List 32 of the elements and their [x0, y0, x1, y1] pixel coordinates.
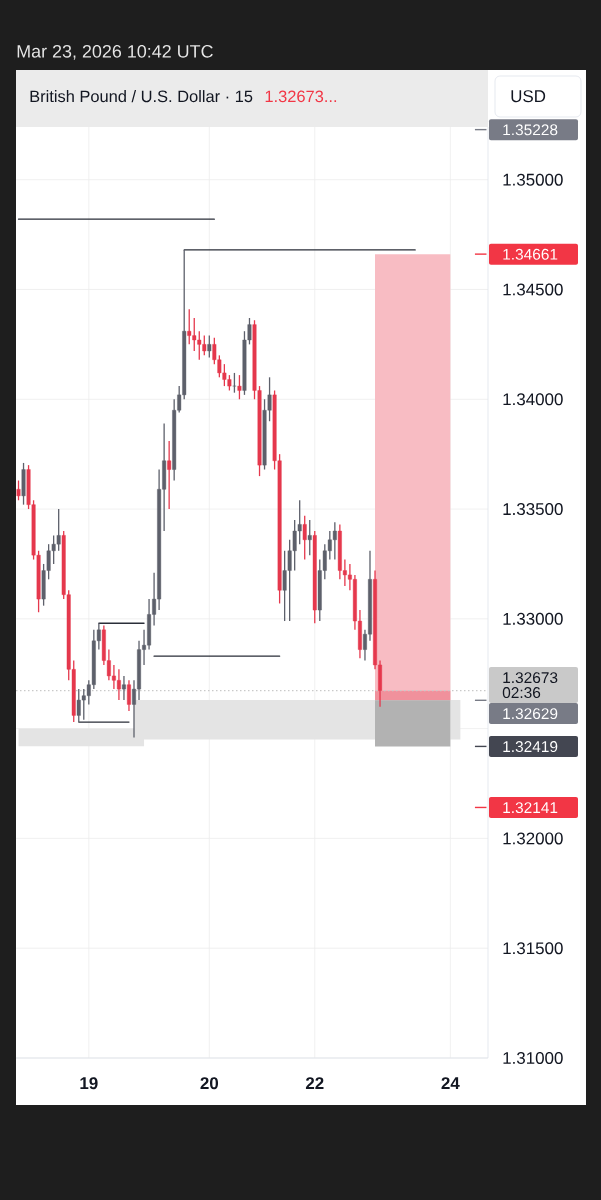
candlestick [307, 519, 312, 556]
candlestick [127, 679, 131, 712]
candlestick [207, 334, 212, 359]
y-axis-title: USD [511, 90, 546, 103]
candlestick [232, 372, 237, 394]
x-tick-label: 24 [441, 1077, 460, 1090]
ref-line-label: 1.32629 [503, 708, 558, 720]
y-tick-label: 1.33000 [503, 612, 563, 625]
ref-line-label: 1.32141 [503, 802, 558, 814]
y-tick-label: 1.34500 [503, 283, 563, 296]
text: Mar 23, 2026 10:42 UTC [17, 44, 213, 60]
y-tick-label: 1.34000 [503, 393, 563, 406]
ref-line-label: 1.32673 02:36 [502, 672, 558, 699]
x-tick-label: 19 [80, 1077, 98, 1090]
x-tick-label: 22 [305, 1077, 324, 1090]
candlestick [122, 675, 126, 701]
candlestick [237, 374, 242, 400]
y-tick-label: 1.35000 [503, 173, 563, 186]
ref-line-label: 1.34661 [503, 248, 558, 260]
ref-line-label: 1.35228 [503, 124, 558, 136]
candlestick [167, 440, 172, 510]
ref-line-label: 1.32419 [503, 741, 558, 753]
candlestick [16, 479, 21, 501]
y-tick-label: 1.31000 [503, 1051, 563, 1064]
candlestick [116, 668, 121, 701]
y-tick-label: 1.31500 [503, 942, 563, 955]
y-tick-label: 1.32000 [503, 832, 563, 845]
chart-title: British Pound / U.S. Dollar · 15 [30, 90, 253, 103]
y-tick-label: 1.33500 [503, 503, 563, 516]
chart-subtitle: 1.32673... [265, 90, 337, 103]
candlestick [302, 514, 307, 561]
x-tick-label: 20 [200, 1077, 219, 1090]
